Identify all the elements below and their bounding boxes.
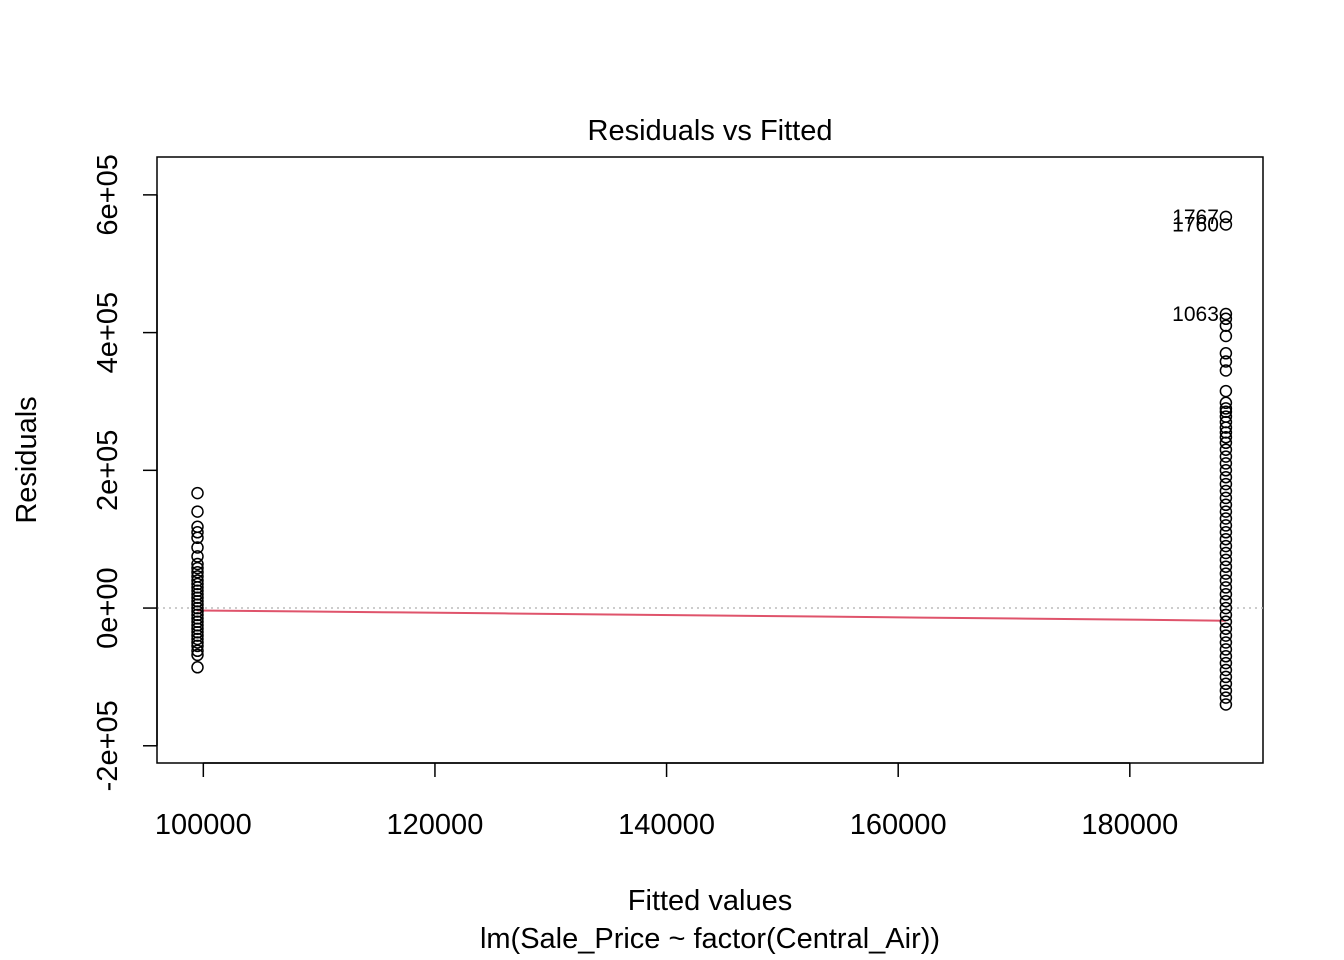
residual-point (1219, 615, 1233, 629)
residual-point (1219, 421, 1233, 434)
residual-point (191, 486, 204, 500)
residual-point (1219, 636, 1233, 649)
residual-point (1219, 567, 1233, 580)
residual-point (1219, 436, 1233, 450)
residual-point (191, 644, 204, 658)
residual-point (191, 648, 204, 662)
residual-point (1219, 684, 1233, 697)
residual-point (1219, 608, 1233, 622)
residual-point (1219, 650, 1233, 663)
residual-point (1219, 574, 1233, 587)
residual-point (1219, 457, 1233, 470)
residual-point (1219, 329, 1233, 343)
residual-point (1219, 512, 1233, 525)
residual-point (1219, 210, 1233, 224)
y-tick-label: 4e+05 (92, 292, 124, 373)
x-axis-label: Fitted values (628, 885, 792, 917)
residual-point (1219, 477, 1233, 491)
residual-point (191, 661, 204, 674)
residual-point (1219, 484, 1233, 498)
chart-subtitle: lm(Sale_Price ~ factor(Central_Air)) (480, 923, 940, 955)
residual-point (1219, 643, 1233, 656)
residual-point (1219, 553, 1233, 567)
chart-title: Residuals vs Fitted (588, 115, 833, 147)
residual-point (1219, 588, 1233, 601)
residual-point (191, 541, 204, 554)
y-tick-label: -2e+05 (92, 700, 124, 791)
residual-point (1219, 677, 1233, 691)
residual-point (1219, 443, 1233, 456)
residual-point (1219, 656, 1233, 670)
residual-point (191, 561, 204, 575)
outlier-label: 1760 (1172, 214, 1219, 237)
residual-point (1219, 218, 1233, 231)
residual-point (1219, 347, 1233, 360)
residual-point (191, 632, 204, 646)
x-tick-label: 160000 (850, 809, 947, 841)
residual-point (1219, 431, 1233, 444)
residual-point (1219, 384, 1233, 398)
residual-point (1219, 670, 1233, 684)
residual-point (1219, 396, 1233, 410)
residual-point (1219, 546, 1233, 560)
residual-point (191, 557, 204, 571)
residual-point (1219, 594, 1233, 608)
x-tick-label: 120000 (387, 809, 484, 841)
residual-point (1219, 464, 1233, 477)
residual-point (1219, 470, 1233, 484)
residual-point (1219, 312, 1233, 326)
y-tick-label: 6e+05 (92, 154, 124, 235)
residual-point (191, 639, 204, 653)
residual-point (1219, 526, 1233, 539)
y-tick-label: 0e+00 (92, 567, 124, 648)
residual-point (1219, 519, 1233, 532)
residual-point (191, 531, 204, 545)
residual-point (1219, 622, 1233, 635)
residual-point (1219, 364, 1233, 377)
residual-point (1219, 601, 1233, 615)
residual-point (191, 565, 204, 579)
smoother-line (197, 609, 1226, 622)
y-axis-label: Residuals (11, 396, 43, 523)
residual-point (1219, 450, 1233, 463)
residual-point (1219, 402, 1233, 415)
residual-point (191, 636, 204, 649)
residual-point (1219, 560, 1233, 573)
outlier-label: 1767 (1172, 206, 1219, 229)
residual-point (1219, 581, 1233, 594)
residual-point (1219, 319, 1233, 332)
residual-point (191, 526, 204, 539)
x-tick-label: 180000 (1081, 809, 1178, 841)
residual-point (1219, 663, 1233, 677)
residual-point (1219, 498, 1233, 512)
residual-point (1219, 539, 1233, 553)
residual-point (1219, 698, 1233, 711)
residual-point (1219, 491, 1233, 505)
residual-point (191, 505, 204, 518)
residual-point (1219, 691, 1233, 704)
outlier-label: 1063 (1172, 303, 1219, 326)
y-tick-label: 2e+05 (92, 430, 124, 511)
residual-point (1219, 532, 1233, 546)
x-tick-label: 100000 (155, 809, 252, 841)
residual-point (1219, 505, 1233, 518)
residual-point (1219, 355, 1233, 368)
x-tick-label: 140000 (618, 809, 715, 841)
plot-frame (156, 156, 1264, 764)
residual-point (1219, 629, 1233, 642)
